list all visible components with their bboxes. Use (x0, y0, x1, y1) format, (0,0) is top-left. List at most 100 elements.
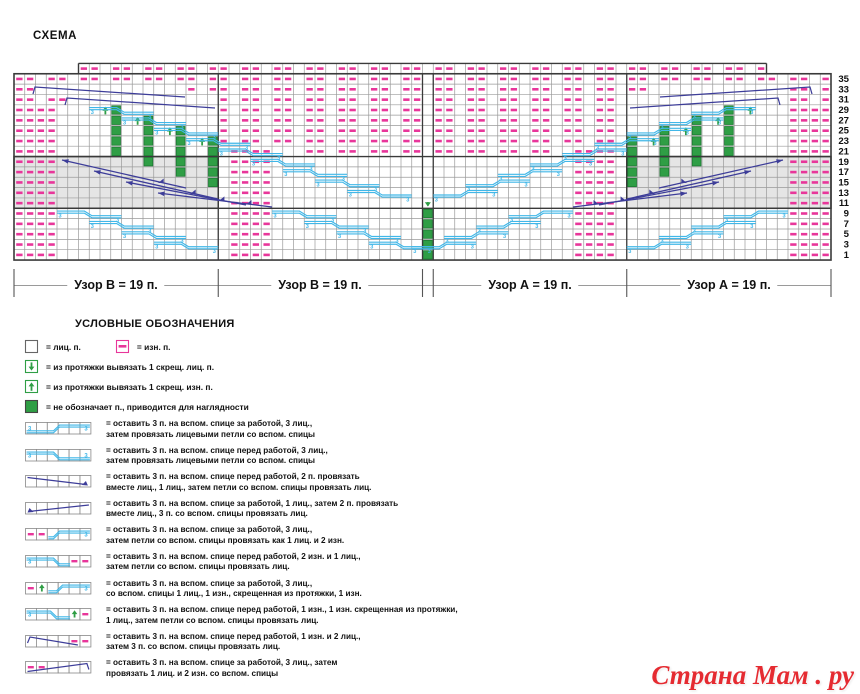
purl-dash (26, 98, 34, 101)
purl-dash (403, 77, 410, 81)
purl-dash (607, 77, 614, 81)
purl-dash (349, 67, 356, 70)
purl-dash (306, 150, 313, 153)
purl-dash (16, 212, 23, 215)
purl-dash (790, 181, 797, 184)
purl-dash (542, 88, 550, 91)
purl-dash (822, 232, 829, 236)
purl-dash (37, 108, 45, 112)
decrease-arrowhead (776, 159, 783, 164)
legend-symbol-m1k (24, 359, 39, 374)
purl-dash (306, 139, 313, 143)
purl-dash (822, 222, 829, 226)
purl-dash (478, 119, 485, 122)
section-label-2: Узор В = 19 п. (271, 278, 369, 292)
purl-dash (306, 129, 313, 132)
purl-dash (26, 139, 34, 143)
purl-dash (241, 243, 249, 246)
cable-line (218, 148, 283, 155)
purl-dash (413, 67, 421, 70)
cable-count: 3 (428, 249, 431, 255)
purl-dash (585, 222, 593, 226)
purl-dash (811, 108, 819, 112)
cable-count: 3 (317, 182, 320, 188)
purl-dash (26, 88, 34, 91)
purl-dash (575, 181, 582, 184)
purl-dash (510, 98, 518, 101)
cable-count: 3 (718, 234, 721, 240)
purl-dash (596, 88, 604, 91)
cable-line (57, 210, 122, 217)
purl-dash (306, 67, 313, 70)
purl-dash (26, 201, 34, 205)
purl-dash (467, 98, 475, 101)
purl-dash (263, 181, 270, 184)
cable-count: 3 (252, 162, 255, 168)
purl-dash (435, 129, 442, 132)
purl-dash (532, 150, 539, 153)
purl-dash (220, 119, 227, 122)
purl-dash (790, 77, 797, 81)
purl-dash (381, 150, 389, 153)
purl-dash (607, 170, 614, 174)
purl-dash (274, 139, 281, 143)
purl-dash (403, 67, 410, 70)
purl-dash (252, 88, 260, 91)
purl-dash (48, 222, 55, 226)
purl-dash (241, 160, 249, 164)
purl-dash (48, 108, 55, 112)
purl-dash (37, 170, 45, 174)
purl-dash (575, 232, 582, 236)
purl-dash (274, 108, 281, 112)
purl-dash (790, 232, 797, 236)
filler-cell (143, 146, 154, 156)
purl-dash (811, 253, 819, 257)
purl-dash (575, 212, 582, 215)
row-number: 11 (839, 198, 850, 209)
purl-dash (241, 222, 249, 226)
purl-dash (231, 243, 238, 246)
legend-entry-text: = оставить 3 п. на вспом. спице за работ… (106, 419, 316, 439)
purl-dash (704, 77, 711, 81)
purl-dash (338, 98, 346, 101)
cable-count: 3 (503, 234, 506, 240)
purl-dash (16, 170, 23, 174)
purl-dash (381, 67, 389, 70)
legend-entry-text: = оставить 3 п. на вспом. спице за работ… (106, 658, 338, 678)
purl-dash (811, 119, 819, 122)
purl-dash (220, 139, 227, 143)
cable-line (497, 169, 563, 175)
purl-dash (607, 139, 614, 143)
purl-dash (575, 108, 582, 112)
purl-dash (790, 119, 797, 122)
decrease-arrowhead (744, 170, 751, 175)
purl-dash (231, 232, 238, 236)
filler-cell (659, 157, 670, 167)
purl-dash (26, 170, 34, 174)
cable-count: 3 (374, 187, 377, 193)
purl-dash (564, 98, 571, 101)
purl-dash (145, 67, 152, 70)
cable-line (186, 138, 251, 144)
cable-line (476, 220, 541, 227)
decrease-flag (620, 196, 627, 201)
purl-dash (26, 191, 34, 195)
cable-count: 3 (148, 228, 151, 234)
purl-dash (499, 67, 507, 70)
purl-dash (693, 77, 700, 81)
decrease-flag (681, 178, 687, 183)
filler-cell (691, 157, 702, 167)
legend-symbol-stepLm: 3 (25, 608, 92, 621)
legend-label-m1p: = из протяжки вывязать 1 скрещ. изн. п. (46, 381, 213, 392)
purl-dash (59, 77, 66, 81)
purl-dash (403, 150, 410, 153)
purl-dash (575, 253, 582, 257)
purl-dash (575, 201, 582, 205)
purl-dash (446, 119, 453, 122)
cable-count: 3 (396, 239, 399, 245)
purl-dash (467, 88, 475, 91)
purl-dash (263, 212, 270, 215)
purl-dash (317, 108, 324, 112)
purl-dash (26, 222, 34, 226)
purl-dash (435, 98, 442, 101)
